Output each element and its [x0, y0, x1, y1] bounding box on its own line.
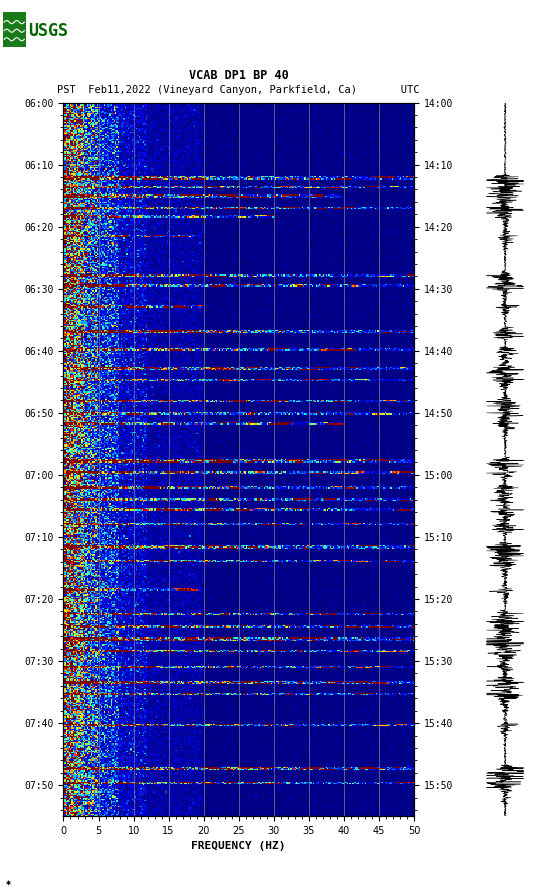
Text: USGS: USGS: [29, 21, 68, 39]
Text: VCAB DP1 BP 40: VCAB DP1 BP 40: [189, 69, 289, 82]
Text: ✱: ✱: [6, 878, 10, 887]
FancyBboxPatch shape: [3, 12, 26, 46]
X-axis label: FREQUENCY (HZ): FREQUENCY (HZ): [192, 841, 286, 852]
Text: PST  Feb11,2022 (Vineyard Canyon, Parkfield, Ca)       UTC: PST Feb11,2022 (Vineyard Canyon, Parkfie…: [57, 86, 420, 95]
